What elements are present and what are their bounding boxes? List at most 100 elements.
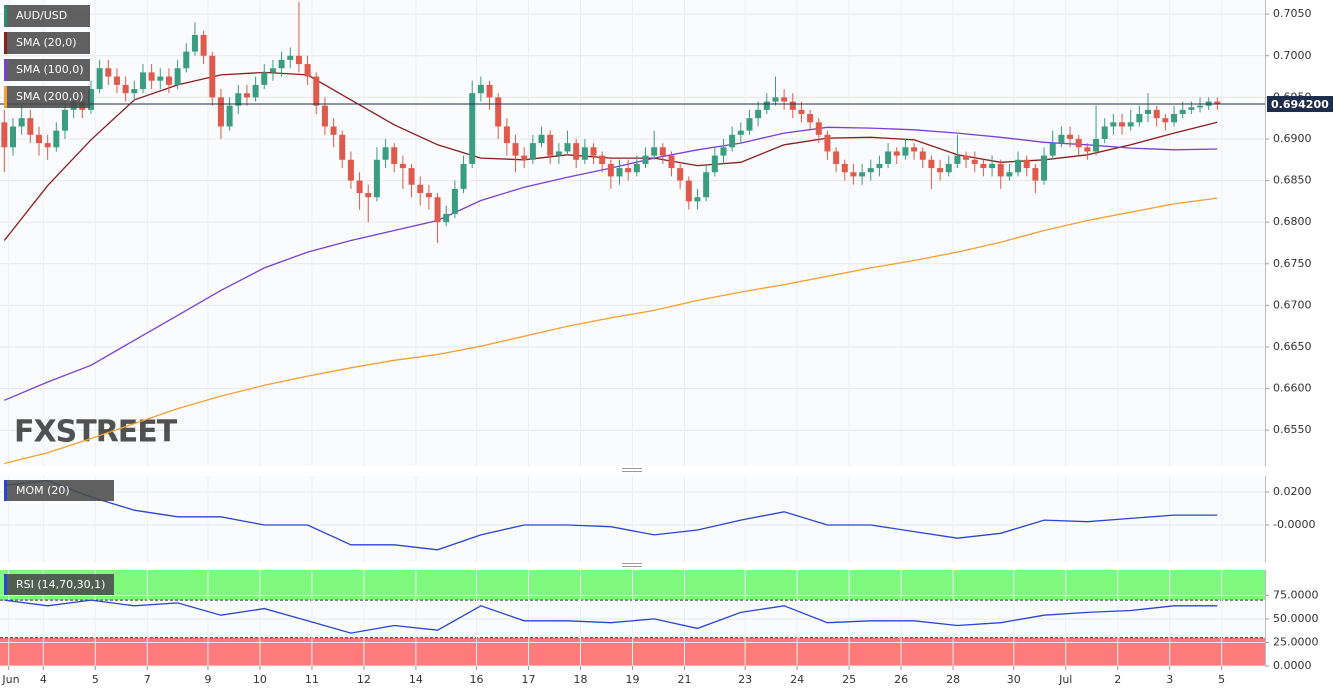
legend-box	[4, 5, 90, 27]
candle-body	[399, 163, 406, 169]
candle-body	[61, 109, 68, 131]
candle-body	[807, 114, 814, 123]
candle-body	[1197, 105, 1204, 108]
x-tick-label: 21	[677, 673, 691, 686]
candle-body	[677, 168, 684, 181]
candle-body	[893, 151, 900, 156]
indicator-line	[4, 197, 1218, 465]
candle-body	[737, 130, 744, 135]
candle-body	[824, 134, 831, 152]
candle-body	[928, 159, 935, 169]
candle-body	[763, 101, 770, 110]
candle-body	[356, 180, 363, 194]
candle-body	[850, 172, 857, 177]
legend-label: SMA (200,0)	[16, 90, 84, 103]
candle-body	[434, 197, 441, 223]
x-tick-label: 16	[470, 673, 484, 686]
candle-body	[1023, 159, 1030, 169]
candle-body	[27, 118, 34, 135]
candle-body	[183, 51, 190, 69]
candle-body	[96, 68, 103, 90]
candle-body	[269, 68, 276, 73]
candle-body	[278, 59, 285, 69]
candle-body	[157, 76, 164, 81]
y-tick-label: 0.6650	[1273, 340, 1312, 353]
candle-body	[876, 163, 883, 169]
x-tick-label: 25	[842, 673, 856, 686]
candle-body	[1015, 159, 1022, 173]
candle-body	[599, 155, 606, 164]
x-tick-label: 11	[305, 673, 319, 686]
candle-body	[555, 151, 562, 156]
candle-body	[105, 68, 112, 77]
candle-body	[954, 155, 961, 164]
legend-label: SMA (20,0)	[16, 36, 77, 49]
candle-body	[1179, 109, 1186, 115]
candle-body	[477, 84, 484, 94]
candle-body	[495, 97, 502, 127]
x-tick-label: 28	[946, 673, 960, 686]
legend-swatch	[4, 480, 7, 501]
candle-body	[287, 55, 294, 60]
x-tick-label: 14	[409, 673, 423, 686]
legend-box	[4, 574, 114, 595]
candle-body	[590, 147, 597, 156]
candle-body	[9, 126, 16, 148]
candle-body	[122, 84, 129, 94]
candle-body	[1093, 138, 1100, 152]
candle-body	[633, 163, 640, 173]
x-tick-label: Jul	[1058, 673, 1072, 686]
candle-body	[373, 159, 380, 198]
candle-body	[209, 55, 216, 98]
x-tick-label: 9	[204, 673, 211, 686]
legend-swatch	[4, 86, 7, 108]
y-tick-label: 0.6600	[1273, 382, 1312, 395]
candle-body	[703, 172, 710, 198]
candle-body	[200, 34, 207, 56]
legend-swatch	[4, 32, 7, 54]
candle-body	[1058, 134, 1065, 144]
legend-swatch	[4, 5, 7, 27]
y-tick-label: 0.6700	[1273, 298, 1312, 311]
x-tick-label: 17	[522, 673, 536, 686]
candle-body	[919, 151, 926, 160]
candle-body	[261, 72, 268, 85]
legend-swatch	[4, 574, 7, 595]
candle-body	[408, 168, 415, 185]
candle-body	[581, 147, 588, 160]
candle-body	[937, 168, 944, 173]
candle-body	[841, 163, 848, 173]
last-price-box	[1267, 96, 1333, 113]
legend-label: RSI (14,70,30,1)	[16, 578, 105, 591]
candle-body	[607, 163, 614, 177]
candle-body	[1171, 114, 1178, 123]
x-tick-label: 2	[1114, 673, 1121, 686]
candle-body	[503, 126, 510, 144]
candle-body	[217, 97, 224, 127]
candle-body	[815, 122, 822, 135]
candle-body	[304, 64, 311, 77]
y-tick-label: 50.0000	[1273, 612, 1319, 625]
candle-body	[1110, 122, 1117, 127]
candle-body	[971, 159, 978, 164]
legend-box	[4, 86, 90, 108]
candle-body	[1032, 168, 1039, 181]
candle-body	[729, 134, 736, 148]
candle-body	[469, 93, 476, 164]
candle-body	[1127, 122, 1134, 127]
y-tick-label: 0.6800	[1273, 215, 1312, 228]
x-tick-label: 4	[40, 673, 47, 686]
candle-body	[867, 168, 874, 173]
candle-body	[659, 147, 666, 156]
x-tick-label: 26	[894, 673, 908, 686]
candle-body	[772, 97, 779, 102]
candle-body	[902, 147, 909, 156]
candle-body	[885, 151, 892, 164]
candle-body	[1162, 118, 1169, 123]
candle-body	[564, 143, 571, 152]
x-tick-label: 30	[1007, 673, 1021, 686]
candle-body	[521, 155, 528, 160]
candle-body	[18, 118, 25, 127]
x-tick-label: 23	[738, 673, 752, 686]
